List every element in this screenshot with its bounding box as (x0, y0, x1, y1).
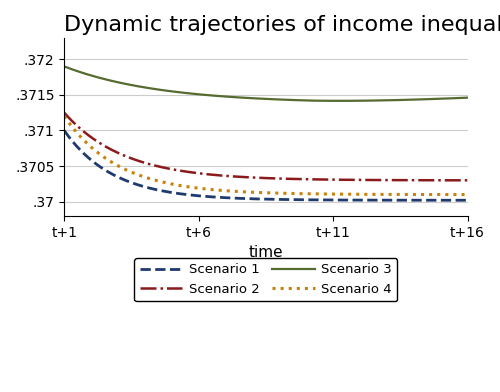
Scenario 2 (62, 112, 68, 116)
Line: Scenario 2: Scenario 2 (64, 113, 468, 180)
Scenario 4 (300, 191, 306, 196)
Scenario 2 (308, 177, 314, 181)
Line: Scenario 3: Scenario 3 (64, 66, 468, 101)
Scenario 2 (300, 177, 306, 181)
Line: Scenario 1: Scenario 1 (64, 131, 468, 200)
Scenario 3 (61, 64, 67, 69)
Scenario 1 (427, 198, 433, 203)
Scenario 1 (308, 198, 314, 202)
Scenario 2 (302, 177, 308, 181)
Scenario 3 (336, 98, 342, 103)
Scenario 3 (62, 65, 68, 69)
Scenario 1 (62, 130, 68, 135)
Scenario 1 (302, 198, 308, 202)
Scenario 3 (300, 98, 306, 103)
Legend: Scenario 1, Scenario 2, Scenario 3, Scenario 4: Scenario 1, Scenario 2, Scenario 3, Scen… (134, 258, 398, 301)
Scenario 1 (464, 198, 470, 203)
Scenario 4 (61, 114, 67, 119)
Scenario 4 (427, 192, 433, 197)
Scenario 2 (61, 110, 67, 115)
Text: Dynamic trajectories of income inequalities: Dynamic trajectories of income inequalit… (64, 15, 500, 35)
Scenario 3 (428, 97, 434, 102)
Scenario 4 (62, 116, 68, 121)
Scenario 4 (401, 192, 407, 197)
Scenario 4 (308, 191, 314, 196)
Line: Scenario 4: Scenario 4 (64, 116, 468, 194)
Scenario 3 (302, 98, 308, 103)
Scenario 3 (402, 98, 408, 102)
Scenario 3 (308, 98, 314, 103)
Scenario 4 (302, 191, 308, 196)
X-axis label: time: time (248, 245, 283, 260)
Scenario 3 (464, 95, 470, 100)
Scenario 1 (401, 198, 407, 203)
Scenario 1 (61, 128, 67, 133)
Scenario 1 (300, 198, 306, 202)
Scenario 4 (464, 192, 470, 197)
Scenario 2 (464, 178, 470, 183)
Scenario 2 (401, 178, 407, 183)
Scenario 2 (427, 178, 433, 183)
